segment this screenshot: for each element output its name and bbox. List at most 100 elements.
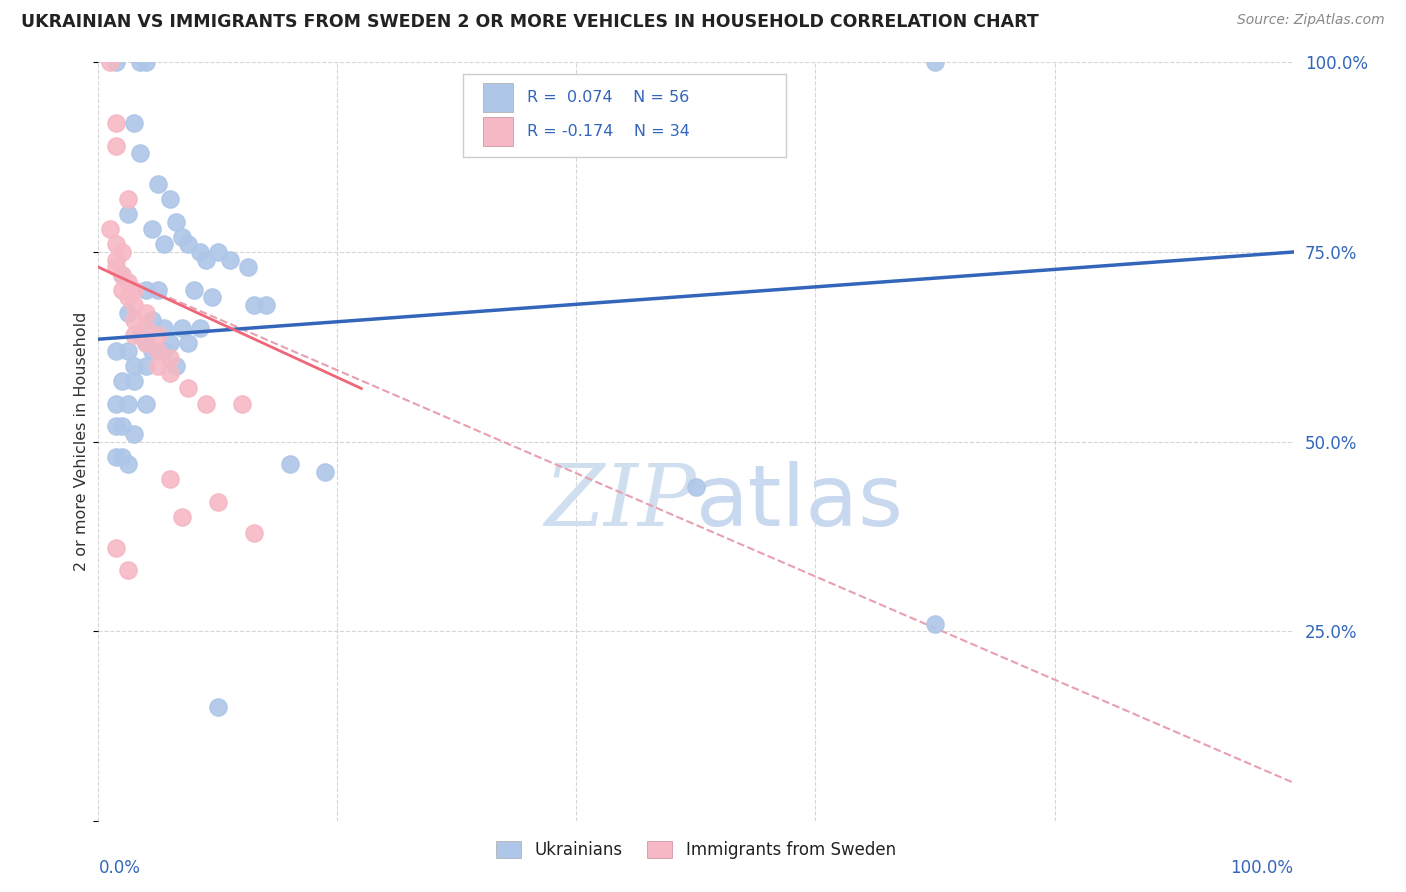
Point <box>159 192 181 206</box>
Point <box>135 320 157 334</box>
Point <box>188 320 211 334</box>
Point <box>124 298 146 312</box>
Point <box>153 320 176 334</box>
Point <box>243 298 266 312</box>
Text: R =  0.074    N = 56: R = 0.074 N = 56 <box>527 90 690 105</box>
Point <box>117 457 139 471</box>
Point <box>111 450 134 464</box>
Point <box>105 138 128 153</box>
Point <box>141 222 163 236</box>
Point <box>195 252 218 267</box>
Point <box>148 328 170 343</box>
FancyBboxPatch shape <box>484 117 513 145</box>
Point <box>105 419 128 434</box>
Point <box>243 525 266 540</box>
Point <box>148 343 170 358</box>
Point <box>177 335 200 350</box>
Point <box>924 55 946 70</box>
Point <box>105 541 128 555</box>
Text: ZIP: ZIP <box>544 461 696 543</box>
Point <box>124 116 146 130</box>
Point <box>148 359 170 373</box>
Text: Source: ZipAtlas.com: Source: ZipAtlas.com <box>1237 13 1385 28</box>
Point <box>117 291 139 305</box>
Point <box>135 335 157 350</box>
Point <box>98 222 122 236</box>
Point <box>117 207 139 221</box>
Point <box>159 351 181 366</box>
Point <box>111 374 134 388</box>
Point <box>135 283 157 297</box>
Point <box>117 396 139 410</box>
Point <box>141 313 163 327</box>
Point <box>117 192 139 206</box>
Point <box>207 699 229 714</box>
Point <box>111 283 134 297</box>
Point <box>685 480 707 494</box>
Point <box>231 396 253 410</box>
Point <box>165 359 187 373</box>
Point <box>207 495 229 509</box>
Point <box>165 214 187 228</box>
Point <box>183 283 205 297</box>
FancyBboxPatch shape <box>484 83 513 112</box>
Point <box>124 427 146 442</box>
Point <box>148 283 170 297</box>
Text: R = -0.174    N = 34: R = -0.174 N = 34 <box>527 124 690 139</box>
Point <box>105 260 128 274</box>
Point <box>111 419 134 434</box>
Point <box>117 305 139 319</box>
Point <box>172 320 194 334</box>
Text: 100.0%: 100.0% <box>1230 858 1294 877</box>
Point <box>124 313 146 327</box>
Point <box>135 359 157 373</box>
Point <box>254 298 277 312</box>
Point <box>924 616 946 631</box>
Text: 0.0%: 0.0% <box>98 858 141 877</box>
Point <box>111 244 134 259</box>
Point <box>124 328 146 343</box>
Point <box>135 55 157 70</box>
Point <box>219 252 242 267</box>
Point <box>111 268 134 282</box>
Point <box>129 55 152 70</box>
Point <box>98 55 122 70</box>
Point <box>159 473 181 487</box>
Point <box>159 366 181 380</box>
Point <box>172 510 194 524</box>
Text: atlas: atlas <box>696 460 904 544</box>
Point <box>315 465 337 479</box>
Point <box>177 382 200 396</box>
Point <box>236 260 259 274</box>
Point <box>105 343 128 358</box>
Point <box>105 55 128 70</box>
Point <box>207 244 229 259</box>
Point <box>135 396 157 410</box>
Point <box>129 146 152 161</box>
Point <box>124 359 146 373</box>
Point <box>117 564 139 578</box>
Point <box>135 335 157 350</box>
Point <box>105 237 128 252</box>
Point <box>105 116 128 130</box>
Point <box>172 229 194 244</box>
Point <box>141 343 163 358</box>
Point <box>105 252 128 267</box>
Point <box>278 457 301 471</box>
Point <box>153 237 176 252</box>
Point <box>135 305 157 319</box>
Point <box>117 275 139 289</box>
Point <box>105 450 128 464</box>
Point <box>124 374 146 388</box>
Point <box>148 177 170 191</box>
Point <box>117 343 139 358</box>
FancyBboxPatch shape <box>463 74 786 157</box>
Point <box>195 396 218 410</box>
Point <box>153 343 176 358</box>
Point <box>111 268 134 282</box>
Point <box>105 396 128 410</box>
Legend: Ukrainians, Immigrants from Sweden: Ukrainians, Immigrants from Sweden <box>489 834 903 865</box>
Y-axis label: 2 or more Vehicles in Household: 2 or more Vehicles in Household <box>75 312 89 571</box>
Point <box>177 237 200 252</box>
Point <box>159 335 181 350</box>
